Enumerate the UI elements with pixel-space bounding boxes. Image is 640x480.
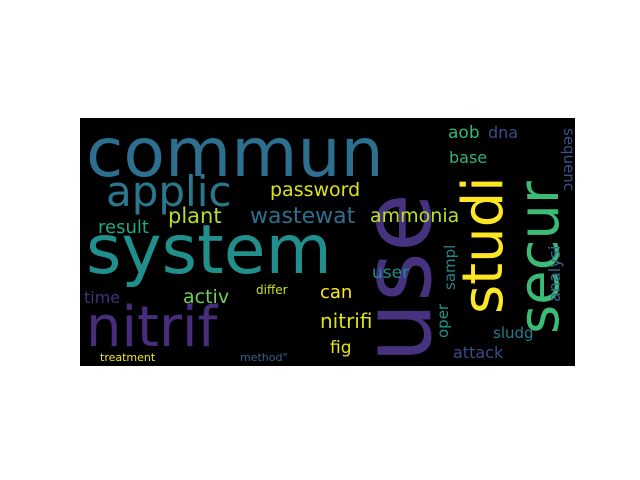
word-dna: dna	[488, 123, 518, 142]
word-user: user	[372, 263, 409, 283]
word-secur: secur	[507, 180, 572, 334]
word-ammonia: ammonia	[370, 205, 459, 227]
word-sampl: sampl	[441, 245, 459, 290]
word-treatment: treatment	[100, 351, 156, 364]
word-plant: plant	[168, 204, 222, 228]
word-activ: activ	[183, 286, 229, 308]
word-differ: differ	[256, 283, 288, 297]
word-attack: attack	[453, 343, 504, 362]
word-cloud: commun use system nitrif applic studi se…	[80, 118, 575, 366]
word-nitrif: nitrif	[86, 295, 219, 360]
word-result: result	[98, 217, 149, 238]
word-system: system	[86, 211, 332, 290]
word-sequenc: sequenc	[560, 128, 575, 191]
word-time: time	[84, 288, 120, 307]
word-analysi: analysi	[545, 246, 564, 302]
word-use: use	[341, 193, 453, 363]
word-studi: studi	[451, 176, 516, 314]
word-commun: commun	[86, 118, 384, 193]
word-can: can	[320, 282, 352, 303]
word-aob: aob	[448, 123, 480, 143]
word-password: password	[270, 179, 360, 201]
word-base: base	[449, 148, 487, 167]
word-nitrifi: nitrifi	[320, 309, 372, 333]
word-fig: fig	[330, 338, 352, 358]
word-wastewat: wastewat	[250, 204, 356, 229]
word-oper: oper	[434, 303, 452, 338]
word-sludg: sludg	[493, 324, 534, 342]
word-method: method"	[240, 351, 288, 364]
word-applic: applic	[106, 167, 232, 216]
